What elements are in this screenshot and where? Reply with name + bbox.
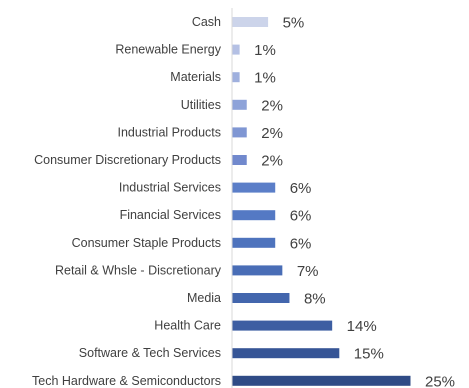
bar [232, 293, 290, 303]
category-label: Industrial Services [119, 181, 221, 195]
bar [232, 44, 240, 55]
data-label: 1% [254, 70, 276, 87]
data-label: 5% [283, 15, 305, 32]
category-label: Retail & Whsle - Discretionary [55, 263, 222, 277]
bar [232, 265, 283, 276]
category-label: Health Care [154, 319, 221, 333]
bar [232, 237, 276, 248]
category-label: Consumer Staple Products [72, 236, 221, 250]
bar [232, 320, 333, 331]
bar [232, 210, 276, 221]
bar [232, 182, 276, 193]
category-label: Consumer Discretionary Products [34, 153, 221, 167]
category-label: Cash [192, 15, 221, 29]
category-label: Renewable Energy [115, 43, 221, 57]
category-label: Materials [170, 70, 221, 84]
bar [232, 99, 247, 110]
data-label: 2% [261, 97, 283, 114]
data-label: 1% [254, 42, 276, 59]
category-label: Media [187, 291, 221, 305]
bar [232, 348, 340, 359]
bar [232, 127, 247, 138]
category-label: Financial Services [120, 208, 221, 222]
category-label: Software & Tech Services [79, 346, 221, 360]
bar [232, 375, 411, 386]
data-label: 25% [425, 373, 455, 388]
category-label: Utilities [181, 98, 221, 112]
bar [232, 72, 240, 83]
data-label: 6% [290, 235, 312, 252]
data-label: 6% [290, 180, 312, 197]
data-label: 2% [261, 153, 283, 170]
bar [232, 155, 247, 165]
category-label: Industrial Products [117, 125, 221, 139]
data-label: 2% [261, 125, 283, 142]
data-label: 14% [347, 318, 377, 335]
bar [232, 17, 269, 27]
data-label: 15% [354, 346, 384, 363]
category-label: Tech Hardware & Semiconductors [32, 374, 221, 388]
data-label: 7% [297, 263, 319, 280]
data-label: 6% [290, 208, 312, 225]
data-label: 8% [304, 291, 326, 308]
